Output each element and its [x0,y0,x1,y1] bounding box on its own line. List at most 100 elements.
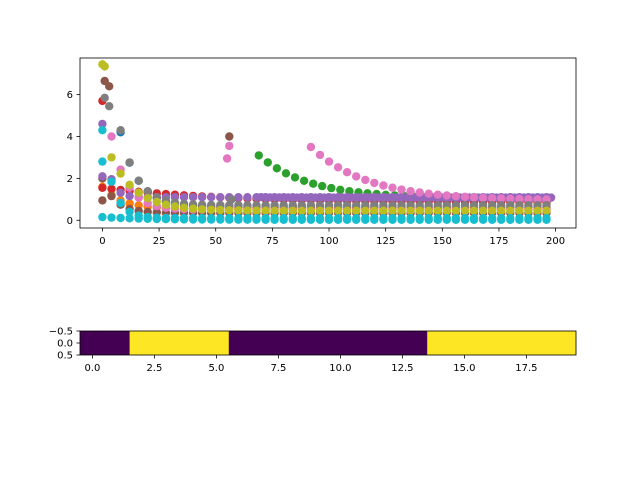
scatter-x-tick-label: 50 [209,236,222,247]
scatter-point [324,215,334,224]
scatter-point [302,193,311,202]
scatter-point [306,206,316,215]
scatter-point [107,132,116,141]
scatter-point [320,193,329,202]
scatter-y-tick-label: 0 [67,216,73,227]
scatter-point [327,183,336,193]
scatter-point [460,215,470,224]
scatter-point [442,206,451,215]
scatter-point [401,193,411,202]
scatter-point [433,190,442,199]
heatmap-cell [352,331,378,355]
scatter-point [207,193,216,202]
scatter-point [207,215,216,224]
scatter-point [243,206,252,215]
scatter-point [460,192,470,201]
scatter-point [179,193,189,202]
scatter-point [388,206,397,215]
scatter-point [333,215,343,224]
heatmap-x-tick-label: 5.0 [208,363,224,374]
heatmap-x-tick-label: 12.5 [391,363,413,374]
scatter-point [352,206,361,215]
scatter-point [107,153,116,162]
scatter-point [107,191,116,201]
scatter-point [524,215,533,224]
scatter-point [243,215,252,224]
scatter-point [342,168,352,177]
scatter-point [338,193,347,202]
heatmap-x-tick-label: 7.5 [270,363,286,374]
scatter-point [424,189,433,198]
scatter-point [361,175,370,185]
scatter-point [515,194,524,204]
scatter-x-axis: 0 25 50 75 100 125 150 175 200 [99,228,565,247]
scatter-point [488,194,497,203]
heatmap-y-tick-label: 0.0 [57,339,73,350]
scatter-x-tick-label: 0 [99,236,105,247]
scatter-point [216,215,225,224]
scatter-point [361,206,370,215]
scatter-point [497,215,506,224]
heatmap-y-tick-label: −0.5 [49,327,73,338]
scatter-point [284,193,293,202]
scatter-y-axis: 0 2 4 6 [67,90,80,227]
heatmap-cell [526,331,552,355]
scatter-point [297,206,306,215]
scatter-point [116,126,125,135]
scatter-point [279,215,288,224]
scatter-point [333,206,343,215]
scatter-point [374,193,384,202]
scatter-point [506,206,515,215]
scatter-point [379,215,388,224]
scatter-point [515,206,524,215]
scatter-point [451,215,461,224]
scatter-point [315,150,325,160]
scatter-point [272,164,282,173]
scatter-point [506,194,515,203]
scatter-point [329,193,338,202]
scatter-point [433,206,442,215]
scatter-point [261,206,270,215]
scatter-point [524,206,533,215]
scatter-x-tick-label: 100 [319,236,338,247]
scatter-point [207,205,216,214]
scatter-point [415,188,424,197]
scatter-point [179,215,189,224]
scatter-chart: 0 25 50 75 100 125 150 175 200 0 2 4 6 [67,57,577,247]
scatter-point [225,141,234,151]
scatter-point [469,215,479,224]
scatter-point [497,206,506,215]
heatmap-cell [179,331,205,355]
scatter-point [315,215,325,224]
heatmap-x-tick-label: 2.5 [146,363,162,374]
scatter-point [347,193,356,202]
scatter-point [261,215,270,224]
scatter-point [478,215,488,224]
scatter-point [197,205,207,214]
scatter-point [225,132,234,141]
scatter-point [293,193,302,202]
heatmap-cell [377,331,403,355]
scatter-point [270,215,279,224]
scatter-point [424,215,433,224]
scatter-point [98,196,107,205]
scatter-point [497,194,506,203]
scatter-point [533,215,542,224]
scatter-point [116,188,125,197]
scatter-point [116,169,125,178]
scatter-point [515,215,524,224]
heatmap-cell [328,331,354,355]
scatter-series-12 [98,212,551,224]
scatter-point [397,215,406,224]
scatter-point [107,184,116,194]
scatter-point [415,215,424,224]
scatter-point [406,187,415,196]
scatter-point [352,215,361,224]
scatter-point [170,202,180,211]
scatter-point [415,206,424,215]
scatter-point [460,206,470,215]
scatter-point [524,195,533,204]
scatter-x-tick-label: 75 [266,236,279,247]
scatter-point [542,215,551,224]
heatmap-cell [253,331,279,355]
